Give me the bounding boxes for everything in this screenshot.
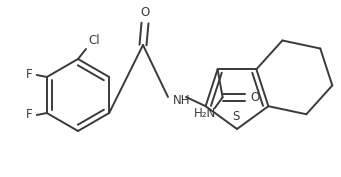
Text: F: F bbox=[26, 68, 32, 81]
Text: S: S bbox=[232, 110, 240, 124]
Text: O: O bbox=[140, 7, 150, 19]
Text: NH: NH bbox=[173, 95, 191, 107]
Text: H₂N: H₂N bbox=[193, 107, 216, 120]
Text: Cl: Cl bbox=[88, 35, 100, 47]
Text: O: O bbox=[250, 91, 259, 104]
Text: F: F bbox=[26, 109, 32, 121]
